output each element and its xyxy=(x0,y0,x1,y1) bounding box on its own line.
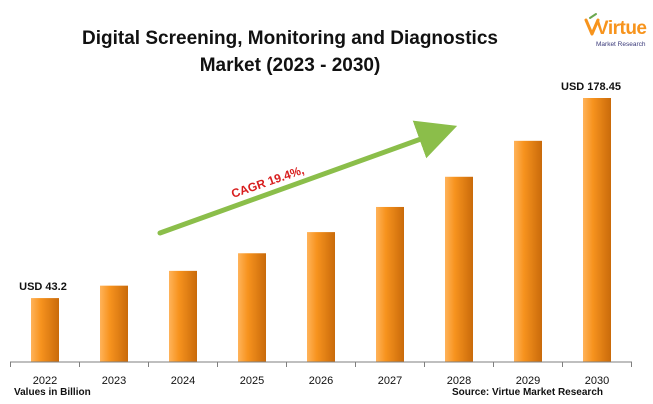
logo-subtitle: Market Research xyxy=(596,41,646,48)
bar-2025 xyxy=(238,253,266,362)
x-tick-label-2026: 2026 xyxy=(309,375,333,387)
data-label-2022: USD 43.2 xyxy=(19,281,67,293)
bar-2023 xyxy=(100,285,128,362)
bar-2024 xyxy=(169,270,197,362)
bar-2030 xyxy=(583,98,611,362)
x-tick-label-2023: 2023 xyxy=(102,375,126,387)
bar-2027 xyxy=(376,206,404,362)
x-tick-label-2024: 2024 xyxy=(171,375,195,387)
x-tick-label-2027: 2027 xyxy=(378,375,402,387)
x-tick-label-2029: 2029 xyxy=(516,375,540,387)
x-tick-label-2028: 2028 xyxy=(447,375,471,387)
x-tick-label-2022: 2022 xyxy=(33,375,57,387)
bar-2028 xyxy=(445,176,473,362)
bar-2026 xyxy=(307,232,335,362)
logo-wordmark: Virtue xyxy=(596,18,647,39)
chart-title-line-1: Digital Screening, Monitoring and Diagno… xyxy=(82,28,498,49)
x-tick-label-2025: 2025 xyxy=(240,375,264,387)
virtue-logo-icon xyxy=(584,13,600,36)
bar-2029 xyxy=(514,140,542,362)
values-unit-note: Values in Billion xyxy=(14,387,91,398)
chart-title-line-2: Market (2023 - 2030) xyxy=(199,55,381,76)
x-tick-label-2030: 2030 xyxy=(585,375,609,387)
data-label-2030: USD 178.45 xyxy=(561,81,621,93)
source-note: Source: Virtue Market Research xyxy=(452,387,603,398)
bar-2022 xyxy=(31,298,59,362)
cagr-arrow-icon xyxy=(157,120,458,236)
